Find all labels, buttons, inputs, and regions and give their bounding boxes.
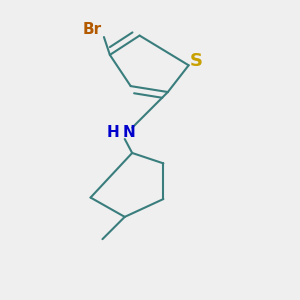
Text: S: S (190, 52, 202, 70)
Text: Br: Br (82, 22, 102, 37)
Text: N: N (123, 125, 136, 140)
Text: H: H (106, 125, 119, 140)
